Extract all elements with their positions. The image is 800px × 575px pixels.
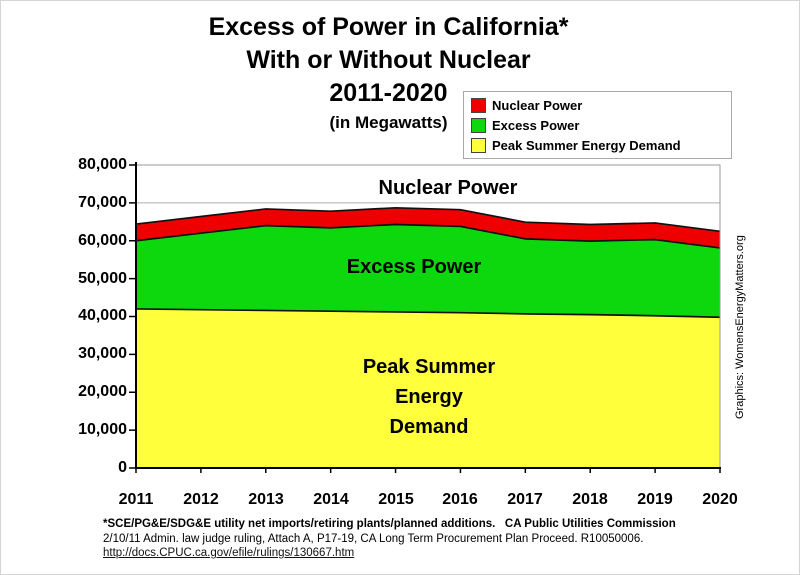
x-axis-label-2019: 2019 [637,491,673,508]
y-axis-label-50000: 50,000 [78,270,127,287]
y-axis-label-40000: 40,000 [78,307,127,324]
legend-swatch-demand [471,137,486,153]
footnote-line-2: 2/10/11 Admin. law judge ruling, Attach … [103,532,644,545]
footnote: *SCE/PG&E/SDG&E utility net imports/reti… [103,517,763,561]
legend-swatch-excess [471,117,486,133]
y-axis-label-30000: 30,000 [78,345,127,362]
footnote-line-1: *SCE/PG&E/SDG&E utility net imports/reti… [103,518,676,530]
area-label-peak-summer-energy-demand: Peak Summer Energy Demand [319,352,539,442]
title-line-2: With or Without Nuclear [246,46,531,74]
x-axis-label-2017: 2017 [507,491,543,508]
legend-label-excess: Excess Power [492,117,580,133]
legend-item-excess: Excess Power [471,115,724,135]
footnote-link[interactable]: http://docs.CPUC.ca.gov/efile/rulings/13… [103,547,355,559]
x-axis-label-2013: 2013 [248,491,284,508]
title-line-1: Excess of Power in California* [208,13,569,41]
title-line-4: (in Megawatts) [329,113,448,132]
area-label-excess-power: Excess Power [346,256,482,278]
legend-label-demand: Peak Summer Energy Demand [492,137,681,153]
legend-swatch-nuclear [471,97,486,113]
legend-label-nuclear: Nuclear Power [492,97,583,113]
y-axis-label-10000: 10,000 [78,421,127,438]
legend-item-demand: Peak Summer Energy Demand [471,135,724,155]
x-axis-label-2014: 2014 [313,491,349,508]
legend-item-nuclear: Nuclear Power [471,95,724,115]
area-label-nuclear-power: Nuclear Power [378,177,518,199]
y-axis-label-70000: 70,000 [78,194,127,211]
y-axis-label-80000: 80,000 [78,156,127,173]
legend: Nuclear Power Excess Power Peak Summer E… [463,91,732,159]
x-axis-label-2012: 2012 [183,491,219,508]
y-axis-label-20000: 20,000 [78,383,127,400]
title-line-3: 2011-2020 [329,79,448,107]
y-axis-label-60000: 60,000 [78,232,127,249]
x-axis-label-2016: 2016 [442,491,478,508]
y-axis-label-0: 0 [118,459,127,476]
x-axis-label-2015: 2015 [378,491,414,508]
area-label-demand-line-1: Peak Summer [362,356,496,378]
chart-title-block: Excess of Power in California* With or W… [16,11,761,135]
area-label-demand-line-2: Energy [395,386,463,408]
area-label-demand-line-3: Demand [389,416,469,438]
graphics-credit-text: Graphics: WomensEnergyMatters.org [734,235,746,419]
x-axis-label-2020: 2020 [702,491,738,508]
x-axis-label-2018: 2018 [572,491,608,508]
x-axis-label-2011: 2011 [118,491,154,508]
